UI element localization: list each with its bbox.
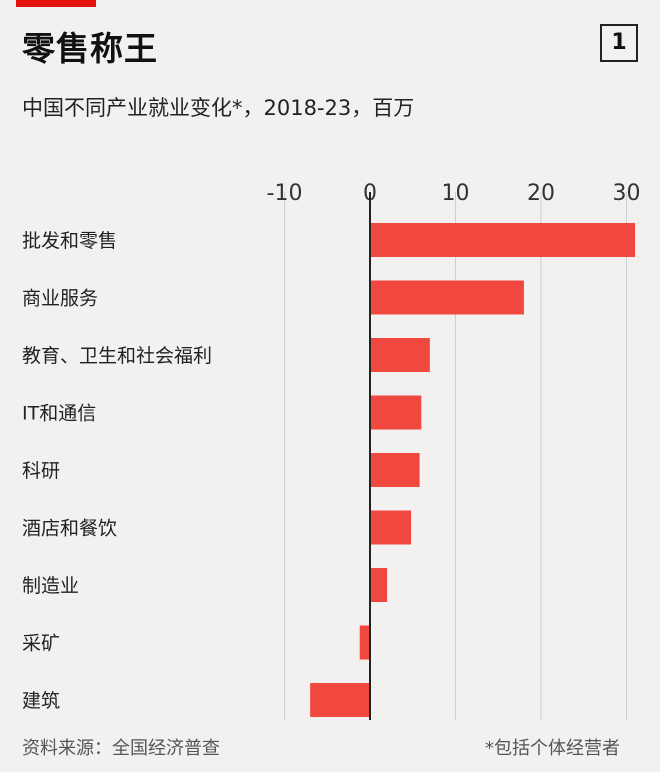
- chart-title: 零售称王: [22, 29, 158, 68]
- x-tick-label: -10: [267, 181, 303, 206]
- category-label: 采矿: [22, 633, 60, 655]
- category-label: 商业服务: [22, 288, 98, 310]
- x-tick-label: 30: [613, 181, 641, 206]
- bar: [370, 338, 430, 372]
- figure-number-badge: 1: [600, 24, 638, 62]
- category-label: 酒店和餐饮: [22, 518, 117, 540]
- bar-chart: -100102030批发和零售商业服务教育、卫生和社会福利IT和通信科研酒店和餐…: [22, 181, 641, 720]
- category-label: 批发和零售: [22, 230, 117, 252]
- x-tick-label: 20: [527, 181, 555, 206]
- category-label: 建筑: [22, 690, 60, 712]
- bar: [370, 453, 420, 487]
- bar: [370, 510, 412, 545]
- brand-accent-bar: [16, 0, 96, 7]
- category-label: 制造业: [22, 575, 79, 597]
- category-label: 科研: [22, 460, 60, 482]
- bar: [359, 625, 370, 660]
- bar: [310, 683, 370, 717]
- chart-subtitle: 中国不同产业就业变化*，2018-23，百万: [22, 96, 415, 120]
- footnote: *包括个体经营者: [485, 738, 620, 759]
- source-note: 资料来源：全国经济普查: [22, 738, 220, 759]
- bar: [370, 395, 422, 430]
- category-label: 教育、卫生和社会福利: [22, 345, 212, 367]
- bar: [370, 223, 636, 257]
- bar: [370, 280, 524, 315]
- x-tick-label: 10: [442, 181, 470, 206]
- category-label: IT和通信: [22, 403, 96, 425]
- bar: [370, 568, 388, 602]
